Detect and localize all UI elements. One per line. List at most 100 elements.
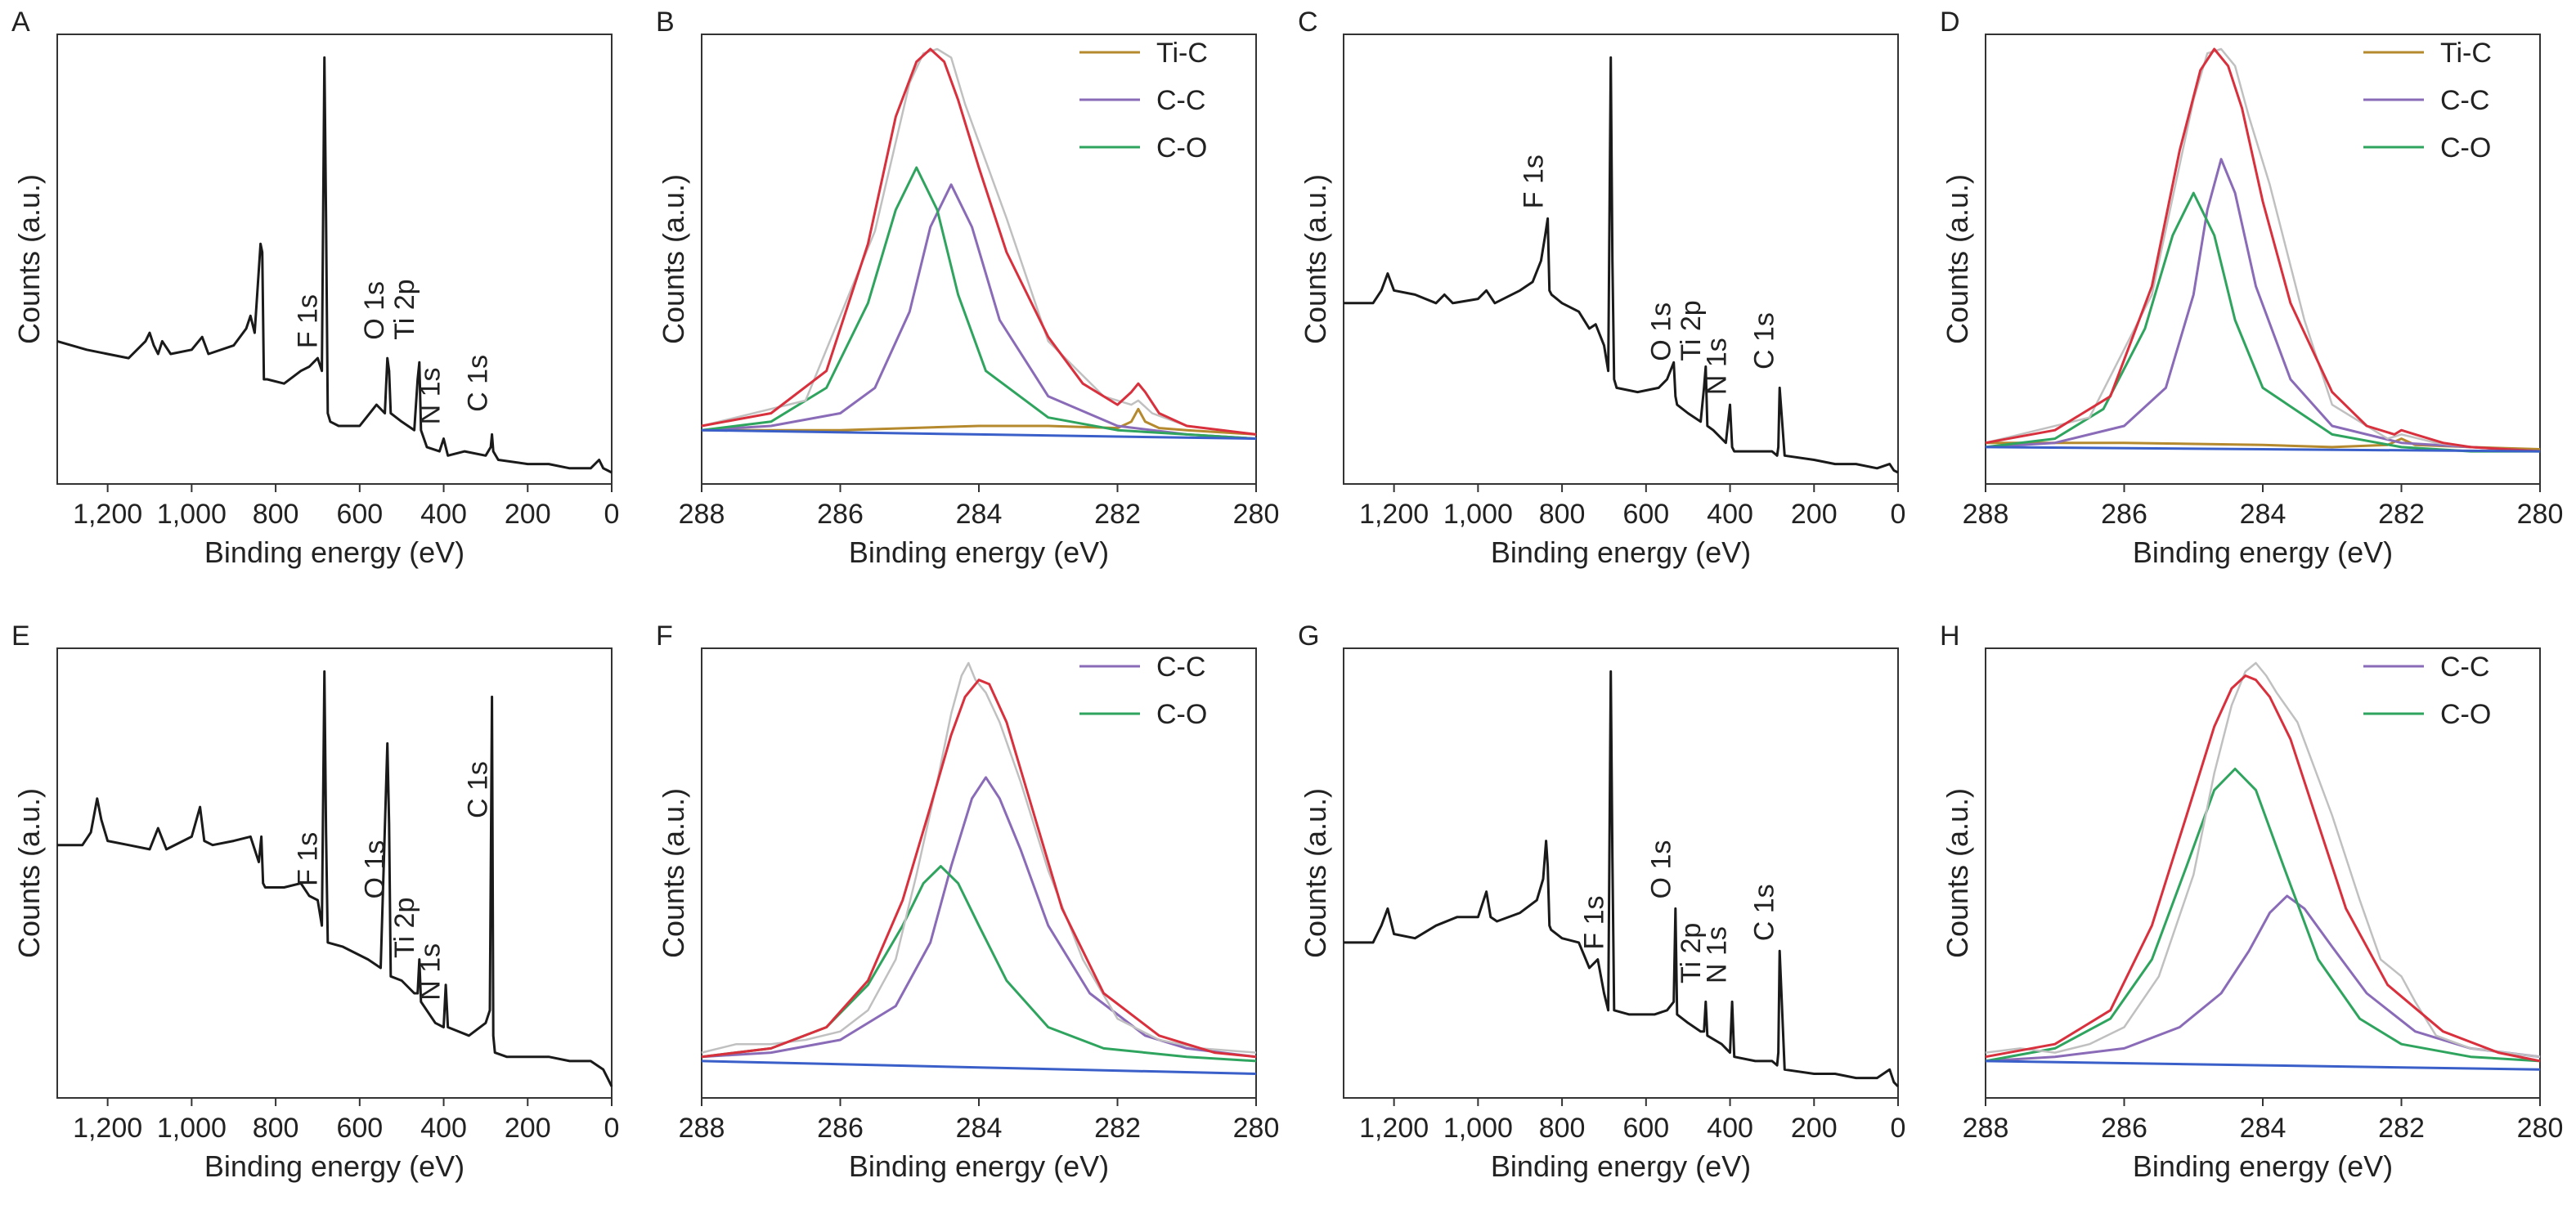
x-tick-label: 0 [604,1113,620,1144]
x-tick-label: 800 [1539,499,1586,530]
x-tick-label: 288 [1963,499,2009,530]
x-tick-label: 800 [1539,1113,1586,1144]
legend-label: C-O [2440,132,2491,164]
peak-annotation: C 1s [463,761,494,818]
series-line-c-c [1985,158,2541,453]
peak-annotation: C 1s [463,355,494,412]
x-tick-label: 282 [2378,1113,2425,1144]
series-line-trace-0 [1344,670,1900,1088]
x-axis-label: Binding energy (eV) [204,535,464,569]
y-axis-label: Counts (a.u.) [1941,174,1974,344]
chart-panel-a: A 1,200 1,000 800 600 400 200 0 Binding energy (… [11,7,619,569]
chart-panel-d: D 288 286 284 282 280 Binding energy (eV) Count… [1940,7,2563,569]
panel-label: G [1298,620,1319,652]
x-tick-label: 280 [1233,499,1280,530]
x-tick-label: 288 [679,1113,725,1144]
panel-label: H [1940,620,1960,652]
x-tick-label: 1,200 [1359,1113,1429,1144]
peak-annotation: Ti 2p [389,898,420,958]
series-line-trace-3 [701,47,1257,436]
series-line-trace-4 [1985,1059,2541,1071]
x-tick-label: 288 [1963,1113,2009,1144]
y-axis-label: Counts (a.u.) [12,174,46,344]
peak-annotation: N 1s [415,943,447,1001]
x-tick-label: 1,200 [1359,499,1429,530]
peak-annotation: F 1s [1579,895,1610,949]
chart-panel-c: C 1,200 1,000 800 600 400 200 0 Binding energy (… [1298,7,1905,569]
x-tick-label: 286 [2101,1113,2147,1144]
peak-annotation: Ti 2p [1676,923,1707,983]
x-tick-label: 280 [1233,1113,1280,1144]
x-tick-label: 1,000 [157,1113,227,1144]
series-line-trace-5 [701,428,1257,441]
legend-label: C-O [1156,132,1207,164]
x-axis-label: Binding energy (eV) [849,535,1109,569]
x-tick-label: 0 [1891,499,1906,530]
x-tick-label: 280 [2517,1113,2564,1144]
series-line-trace-3 [1985,47,2541,453]
panel-label: A [11,7,30,38]
y-axis-label: Counts (a.u.) [1299,788,1332,958]
peak-annotation: N 1s [415,367,447,424]
chart-panel-h: H 288 286 284 282 280 Binding energy (eV) Count… [1940,620,2563,1183]
peak-annotation: N 1s [1702,926,1733,983]
peak-annotation: O 1s [359,840,390,899]
chart-panel-e: E 1,200 1,000 800 600 400 200 0 Binding energy (… [11,620,619,1183]
plot-frame [1343,647,1899,1099]
series-line-trace-0 [1344,56,1899,474]
series-line-trace-0 [57,670,613,1087]
peak-annotation: F 1s [293,832,324,886]
series-line-trace-4 [1985,47,2541,453]
y-axis-label: Counts (a.u.) [657,788,690,958]
series-line-trace-3 [701,679,1257,1059]
plot-frame [1343,34,1899,485]
x-tick-label: 200 [505,1113,551,1144]
series-line-trace-4 [701,1059,1257,1075]
series-line-trace-2 [701,661,1257,1054]
peak-annotation: O 1s [359,281,390,340]
x-tick-label: 284 [2240,1113,2287,1144]
chart-panel-g: G 1,200 1,000 800 600 400 200 0 Binding energy (… [1298,620,1905,1183]
plot-frame [56,34,613,485]
x-tick-label: 400 [1707,499,1753,530]
panel-label: C [1298,7,1318,38]
chart-panel-f: F 288 286 284 282 280 Binding energy (eV) Count… [656,620,1279,1183]
peak-annotation: C 1s [1749,312,1780,370]
x-axis-label: Binding energy (eV) [1491,1149,1751,1183]
series-line-trace-0 [56,56,613,474]
panel-label: D [1940,7,1960,38]
series-line-c-o [701,865,1257,1063]
panel-label: E [11,620,30,652]
x-axis-label: Binding energy (eV) [849,1149,1109,1183]
peak-annotation: C 1s [1749,884,1780,941]
legend-label: C-C [2440,652,2489,683]
peak-annotation: O 1s [1645,302,1676,361]
y-axis-label: Counts (a.u.) [657,174,690,344]
y-axis-label: Counts (a.u.) [12,788,46,958]
legend-label: Ti-C [1156,38,1208,69]
x-tick-label: 800 [253,1113,299,1144]
x-tick-label: 1,200 [73,1113,142,1144]
x-tick-label: 286 [817,1113,864,1144]
series-line-c-c [701,776,1257,1059]
legend-label: C-O [1156,699,1207,730]
peak-annotation: Ti 2p [389,279,420,339]
legend-label: Ti-C [2440,38,2492,69]
x-tick-label: 400 [1707,1113,1753,1144]
series-line-trace-2 [1985,661,2541,1058]
x-tick-label: 1,000 [1443,499,1513,530]
chart-panel-b: B 288 286 284 282 280 Binding energy (eV) Count… [656,7,1279,569]
x-tick-label: 282 [1094,1113,1141,1144]
x-axis-label: Binding energy (eV) [1491,535,1751,569]
x-tick-label: 280 [2517,499,2564,530]
x-axis-label: Binding energy (eV) [204,1149,464,1183]
x-tick-label: 288 [679,499,725,530]
x-tick-label: 284 [2240,499,2287,530]
x-tick-label: 600 [336,1113,383,1144]
x-tick-label: 0 [1891,1113,1906,1144]
y-axis-label: Counts (a.u.) [1299,174,1332,344]
series-line-trace-4 [701,47,1257,436]
x-tick-label: 800 [253,499,299,530]
x-tick-label: 600 [336,499,383,530]
